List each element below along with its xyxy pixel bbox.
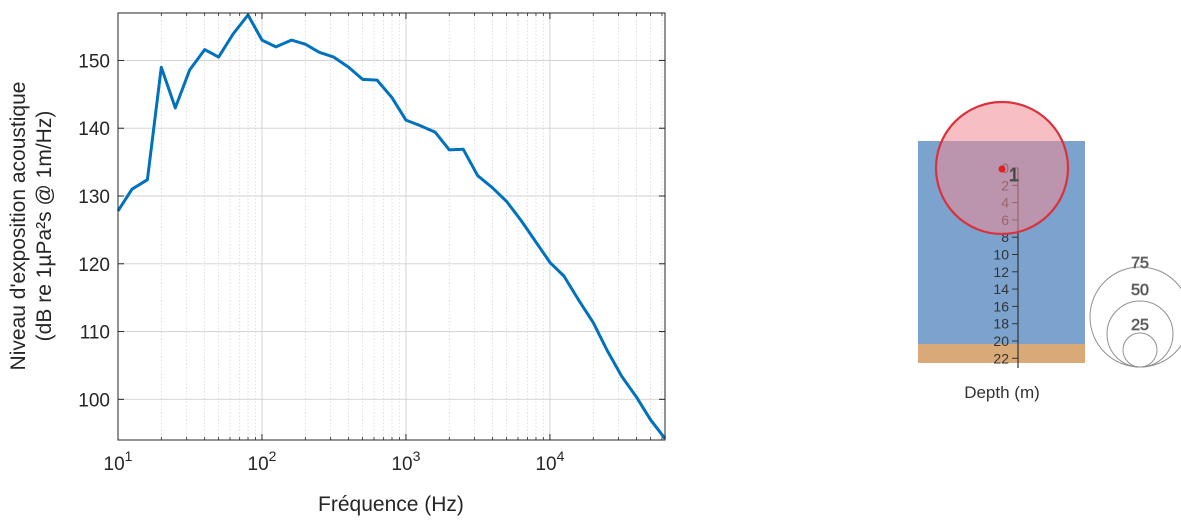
source-marker [998, 165, 1006, 173]
depth-tick-label: 8 [1001, 229, 1009, 245]
range-ring-legend: 75 50 25 [1089, 255, 1181, 368]
y-tick-label: 110 [80, 323, 110, 344]
source-number: 1 [1009, 165, 1019, 185]
seabed-layer [918, 344, 1085, 363]
depth-tick-label: 22 [993, 350, 1009, 366]
minor-grid [160, 13, 663, 440]
plot-area [118, 13, 665, 440]
y-axis-label-line2: (dB re 1µPa²s @ 1m/Hz) [33, 111, 56, 342]
y-tick-label: 120 [78, 255, 110, 276]
depth-axis-label: Depth (m) [964, 383, 1040, 402]
depth-tick-label: 12 [993, 264, 1009, 280]
depth-tick-label: 10 [993, 247, 1009, 263]
depth-tick-label: 14 [993, 281, 1009, 297]
x-tick-label: 104 [535, 448, 564, 475]
range-ring-label-75: 75 [1131, 255, 1149, 272]
range-ring-label-50: 50 [1131, 282, 1149, 299]
spectrum-chart: 100 110 120 130 140 150 101 102 103 104 Fréquenc… [7, 12, 667, 516]
range-ring-label-25: 25 [1131, 317, 1149, 334]
depth-diagram: 0246810121416182022 1 Depth (m) 75 50 25 [918, 100, 1181, 402]
depth-tick-label: 16 [993, 298, 1009, 314]
x-tick-label: 103 [391, 448, 420, 475]
axis-ticks [117, 13, 665, 440]
y-tick-label: 140 [78, 119, 110, 140]
x-tick-label: 101 [104, 448, 133, 475]
series-line [116, 13, 667, 440]
depth-tick-label: 20 [993, 333, 1009, 349]
range-ring-50 [1106, 300, 1174, 368]
x-tick-label: 102 [248, 448, 277, 475]
range-ring-25 [1122, 332, 1158, 368]
x-axis-label: Fréquence (Hz) [318, 493, 464, 516]
y-tick-label: 150 [78, 51, 110, 72]
y-tick-label: 100 [78, 390, 110, 411]
y-axis-label-line1: Niveau d'exposition acoustique [7, 82, 30, 371]
depth-tick-label: 18 [993, 316, 1009, 332]
x-tick-labels: 101 102 103 104 [104, 448, 565, 475]
y-tick-labels: 100 110 120 130 140 150 [78, 51, 110, 411]
y-tick-label: 130 [78, 187, 110, 208]
plot-frame [117, 12, 666, 441]
